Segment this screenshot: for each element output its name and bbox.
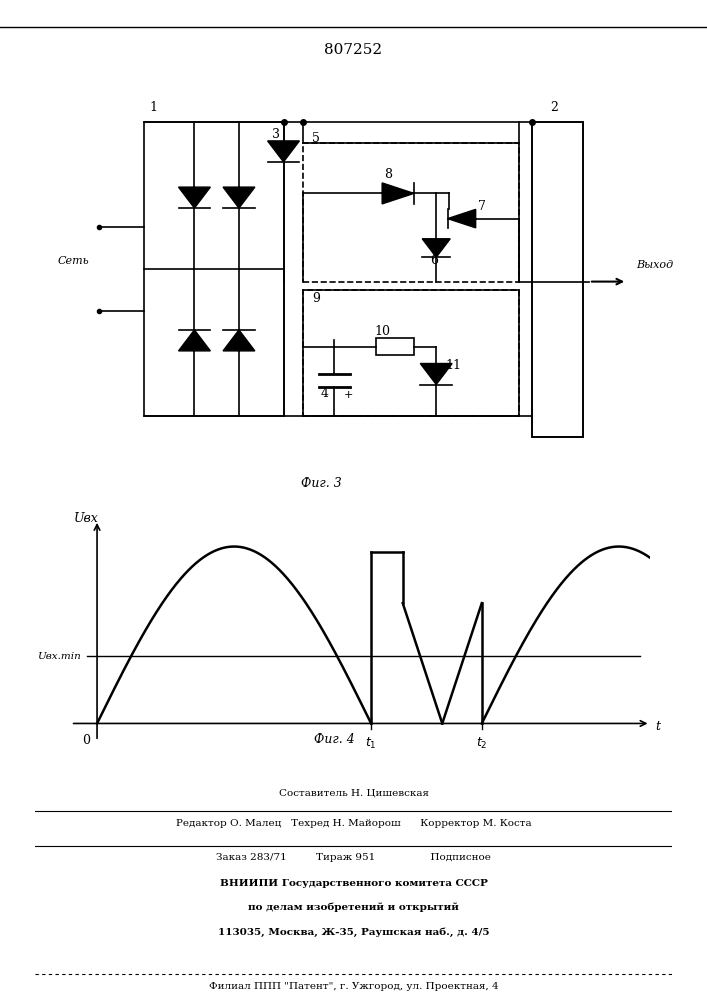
Text: Редактор О. Малец   Техред Н. Майорош      Корректор М. Коста: Редактор О. Малец Техред Н. Майорош Корр…: [175, 820, 532, 828]
Polygon shape: [178, 187, 211, 208]
Text: $t_2$: $t_2$: [476, 736, 488, 751]
Polygon shape: [178, 330, 211, 351]
Text: 0: 0: [83, 734, 90, 747]
Text: ВНИИПИ Государственного комитета СССР: ВНИИПИ Государственного комитета СССР: [220, 879, 487, 888]
Text: 3: 3: [272, 128, 281, 141]
Polygon shape: [422, 239, 450, 257]
Text: 6: 6: [430, 254, 438, 267]
Text: Филиал ППП "Патент", г. Ужгород, ул. Проектная, 4: Филиал ППП "Патент", г. Ужгород, ул. Про…: [209, 982, 498, 991]
Text: Фиг. 4: Фиг. 4: [314, 733, 355, 746]
Text: 5: 5: [312, 132, 320, 145]
Text: Выход: Выход: [637, 260, 674, 270]
Bar: [532, 122, 583, 437]
Text: 1: 1: [149, 101, 157, 114]
Bar: [303, 143, 519, 282]
Polygon shape: [382, 183, 414, 204]
Bar: [376, 338, 414, 355]
Text: 9: 9: [312, 292, 320, 305]
Bar: [144, 122, 284, 416]
Bar: [303, 290, 519, 416]
Polygon shape: [223, 330, 255, 351]
Text: Uвх: Uвх: [74, 512, 99, 525]
Text: Фиг. 3: Фиг. 3: [301, 477, 342, 490]
Text: Заказ 283/71         Тираж 951                 Подписное: Заказ 283/71 Тираж 951 Подписное: [216, 852, 491, 861]
Text: Составитель Н. Цишевская: Составитель Н. Цишевская: [279, 789, 428, 798]
Text: $t_1$: $t_1$: [366, 736, 377, 751]
Polygon shape: [223, 187, 255, 208]
Text: 7: 7: [478, 200, 486, 213]
Polygon shape: [268, 141, 300, 162]
Polygon shape: [448, 209, 476, 228]
Text: 113035, Москва, Ж-35, Раушская наб., д. 4/5: 113035, Москва, Ж-35, Раушская наб., д. …: [218, 927, 489, 937]
Text: 4: 4: [321, 387, 329, 400]
Text: Uвх.min: Uвх.min: [37, 652, 81, 661]
Text: 807252: 807252: [325, 43, 382, 57]
Text: t: t: [655, 720, 661, 734]
Text: +: +: [344, 390, 354, 400]
Polygon shape: [421, 363, 452, 384]
Text: 10: 10: [374, 325, 390, 338]
Text: 2: 2: [550, 101, 558, 114]
Text: 11: 11: [446, 359, 462, 372]
Text: по делам изобретений и открытий: по делам изобретений и открытий: [248, 903, 459, 912]
Text: 8: 8: [385, 168, 392, 181]
Text: Сеть: Сеть: [58, 256, 89, 266]
